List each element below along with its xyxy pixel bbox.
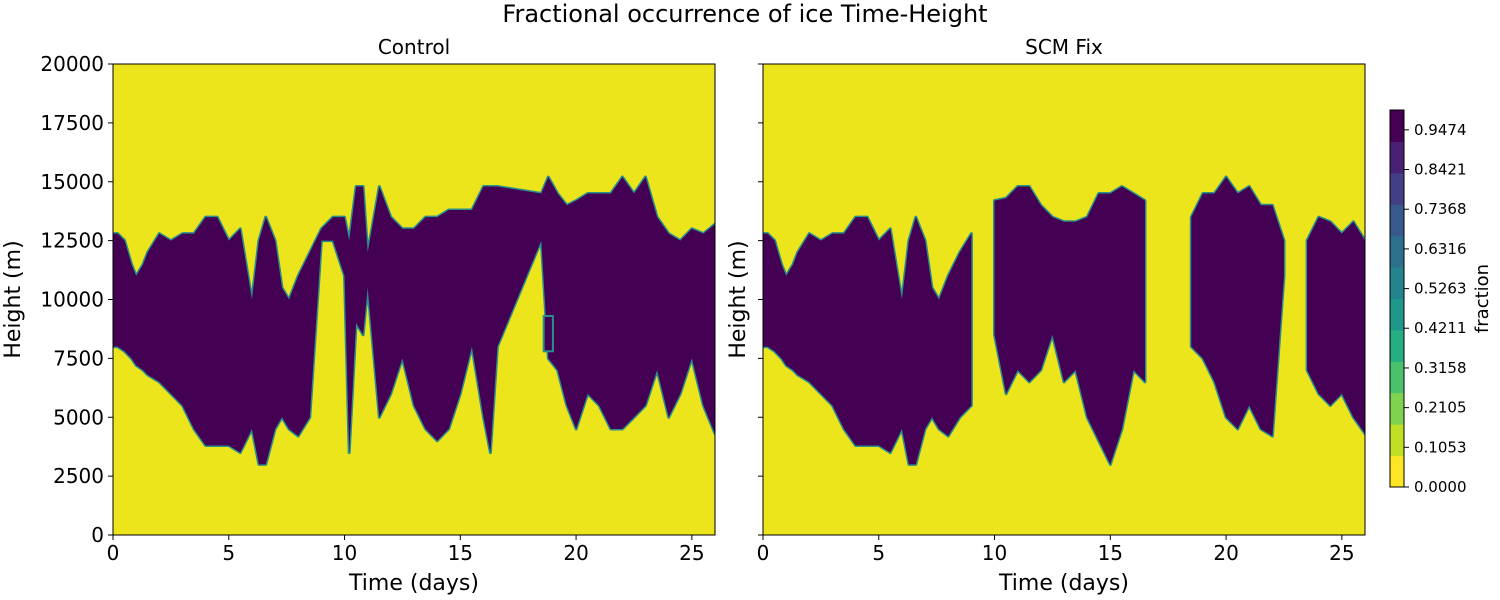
ice-region-core-0: [763, 217, 972, 465]
y-tick-label: 7500: [53, 346, 104, 370]
colorbar-tick-label: 0.1053: [1414, 438, 1467, 456]
colorbar-tick-label: 0.2105: [1414, 399, 1467, 417]
y-tick-label: 5000: [53, 405, 104, 429]
colorbar-segment: [1390, 235, 1404, 268]
x-tick-label: 25: [1329, 541, 1354, 565]
y-tick-label: 17500: [40, 111, 104, 135]
colorbar-tick-label: 0.5263: [1414, 280, 1467, 298]
y-tick-label: 15000: [40, 170, 104, 194]
colorbar-tick-label: 0.0000: [1414, 478, 1467, 496]
ice-region-core-3: [1191, 177, 1284, 437]
y-tick-label: 0: [91, 523, 104, 547]
colorbar-segment: [1390, 267, 1404, 299]
y-tick-label: 20000: [40, 52, 104, 76]
y-axis-label: Height (m): [1, 240, 26, 358]
colorbar-label: fraction: [1472, 264, 1493, 333]
colorbar-tick-label: 0.4211: [1414, 319, 1467, 337]
colorbar-segment: [1390, 329, 1404, 362]
panel-scm-fix: SCM Fix 0 5 10 15 20 25 Time (days) Height (m): [726, 35, 1366, 596]
colorbar-segment: [1390, 172, 1404, 205]
figure-title: Fractional occurrence of ice Time-Height: [502, 0, 987, 28]
y-tick-label: 12500: [40, 229, 104, 253]
ice-layer: [113, 175, 715, 466]
colorbar-segment: [1390, 392, 1404, 425]
x-tick-label: 20: [563, 541, 588, 565]
panel-control: Control 0 5 10 15 20 25 0 2500 5000 7500 10000 12500…: [1, 35, 716, 596]
x-tick-label: 25: [679, 541, 704, 565]
colorbar-tick-label: 0.7368: [1414, 200, 1467, 218]
panel-title: Control: [378, 35, 450, 59]
x-tick-label: 5: [222, 541, 235, 565]
ice-layer: [763, 175, 1365, 466]
ice-region-core-4: [1307, 217, 1365, 434]
colorbar-frame: [1389, 109, 1405, 488]
x-axis-label: Time (days): [348, 571, 479, 596]
colorbar-segment: [1390, 141, 1404, 174]
ice-patch-0: [542, 314, 554, 353]
x-tick-label: 15: [1098, 541, 1123, 565]
ice-region-core-0: [113, 177, 715, 465]
x-tick-label: 0: [757, 541, 770, 565]
colorbar-segment: [1390, 361, 1404, 394]
colorbar-segment: [1390, 455, 1404, 488]
colorbar-segment: [1390, 204, 1404, 237]
colorbar-segment: [1390, 110, 1404, 142]
colorbar-tick-label: 0.3158: [1414, 359, 1467, 377]
panel-title: SCM Fix: [1025, 35, 1103, 59]
x-tick-label: 10: [982, 541, 1007, 565]
x-axis-label: Time (days): [998, 571, 1129, 596]
colorbar-segment: [1390, 424, 1404, 457]
x-tick-label: 0: [107, 541, 120, 565]
ice-region-core-1: [994, 186, 1145, 465]
y-axis-label: Height (m): [726, 240, 751, 358]
x-tick-label: 10: [332, 541, 357, 565]
y-tick-label: 10000: [40, 288, 104, 312]
colorbar-tick-label: 0.6316: [1414, 240, 1467, 258]
colorbar: 0.0000 0.1053 0.2105 0.3158 0.4211 0.5263 0.63…: [1389, 109, 1493, 496]
colorbar-segment: [1390, 298, 1404, 331]
colorbar-tick-label: 0.8421: [1414, 161, 1467, 179]
x-tick-label: 15: [448, 541, 473, 565]
y-tick-label: 2500: [53, 464, 104, 488]
x-tick-label: 5: [872, 541, 885, 565]
panels: Control 0 5 10 15 20 25 0 2500 5000 7500 10000 12500…: [1, 35, 1366, 596]
x-tick-label: 20: [1213, 541, 1238, 565]
colorbar-tick-label: 0.9474: [1414, 121, 1467, 139]
